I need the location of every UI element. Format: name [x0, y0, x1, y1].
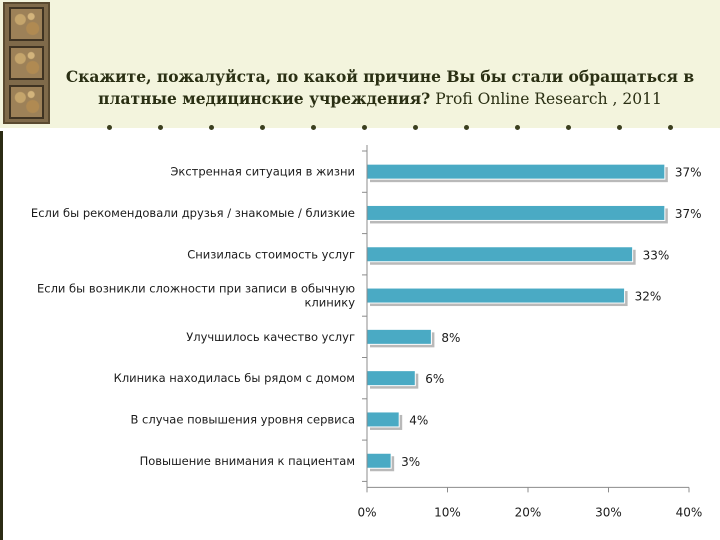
category-label: Снизилась стоимость услуг: [187, 247, 355, 261]
data-label: 32%: [635, 290, 662, 304]
category-label-line: Экстренная ситуация в жизни: [170, 165, 355, 179]
category-label-line: клинику: [304, 296, 355, 310]
divider-dot: [617, 125, 622, 130]
category-label: Если бы возникли сложности при записи в …: [37, 282, 355, 310]
bar: [366, 163, 666, 180]
category-label-line: Если бы возникли сложности при записи в …: [37, 282, 355, 296]
divider-dot: [158, 125, 163, 130]
slide-title: Скажите, пожалуйста, по какой причине Вы…: [60, 66, 700, 110]
category-label: Если бы рекомендовали друзья / знакомые …: [31, 206, 355, 220]
title-source: Profi Online Research , 2011: [435, 90, 662, 108]
bar: [366, 204, 666, 221]
data-label: 3%: [401, 455, 420, 469]
data-label: 37%: [675, 166, 702, 180]
category-label-line: Повышение внимания к пациентам: [140, 454, 355, 468]
divider-dot: [566, 125, 571, 130]
divider-dot: [260, 125, 265, 130]
slide-left-border: [0, 131, 3, 540]
ornament-tile: [9, 85, 44, 119]
category-label-line: Улучшилось качество услуг: [186, 330, 355, 344]
bar: [366, 411, 400, 428]
bar: [366, 452, 392, 469]
title-question: Скажите, пожалуйста, по какой причине Вы…: [65, 67, 695, 108]
divider-dot: [668, 125, 673, 130]
category-label: Улучшилось качество услуг: [186, 330, 355, 344]
divider-dot: [311, 125, 316, 130]
category-label: Повышение внимания к пациентам: [140, 454, 355, 468]
bar: [366, 328, 432, 345]
x-tick-label: 20%: [515, 505, 542, 519]
divider-dot: [209, 125, 214, 130]
category-label: Клиника находилась бы рядом с домом: [114, 371, 355, 385]
divider-dot: [413, 125, 418, 130]
category-label-line: В случае повышения уровня сервиса: [130, 412, 355, 426]
bar: [366, 370, 416, 387]
category-label-line: Снизилась стоимость услуг: [187, 247, 355, 261]
divider-dot: [464, 125, 469, 130]
dotted-divider: [0, 122, 720, 132]
x-tick-label: 30%: [595, 505, 622, 519]
x-tick-label: 10%: [434, 505, 461, 519]
data-label: 33%: [643, 248, 670, 262]
data-label: 4%: [409, 413, 428, 427]
slide-header: [0, 0, 720, 128]
divider-dot: [515, 125, 520, 130]
ornament-tile: [9, 7, 44, 41]
data-label: 8%: [441, 331, 460, 345]
ornament-image: [3, 2, 50, 124]
x-tick-label: 40%: [676, 505, 703, 519]
category-label-line: Клиника находилась бы рядом с домом: [114, 371, 355, 385]
data-label: 37%: [675, 207, 702, 221]
bar-chart: Экстренная ситуация в жизни 37% Если бы ре…: [31, 145, 703, 519]
category-label-line: Если бы рекомендовали друзья / знакомые …: [31, 206, 355, 220]
bar: [366, 246, 634, 263]
category-label: В случае повышения уровня сервиса: [130, 412, 355, 426]
category-label: Экстренная ситуация в жизни: [170, 165, 355, 179]
data-label: 6%: [425, 372, 444, 386]
ornament-tile: [9, 46, 44, 80]
divider-dot: [362, 125, 367, 130]
x-tick-label: 0%: [357, 505, 376, 519]
bar: [366, 287, 626, 304]
divider-dot: [107, 125, 112, 130]
